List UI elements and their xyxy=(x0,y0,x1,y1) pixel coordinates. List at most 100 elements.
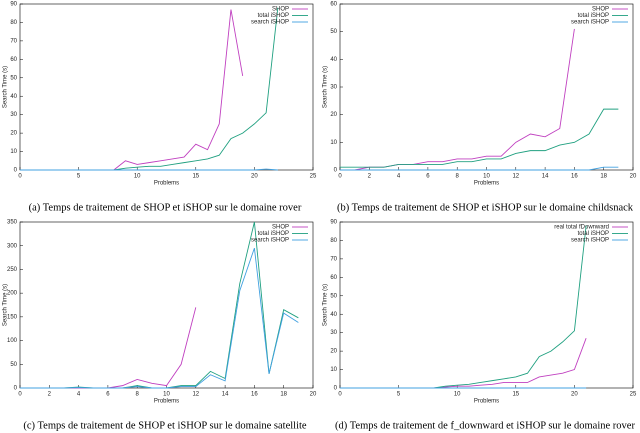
y-tick-label: 30 xyxy=(10,112,17,118)
x-tick-label: 8 xyxy=(136,392,140,398)
y-tick-label: 30 xyxy=(330,330,337,336)
legend-label: total iSHOP xyxy=(258,13,289,19)
x-tick-label: 10 xyxy=(134,174,141,180)
y-tick-label: 0 xyxy=(14,168,18,174)
x-tick-label: 14 xyxy=(542,174,549,180)
y-tick-label: 70 xyxy=(10,38,17,44)
x-tick-label: 0 xyxy=(338,174,342,180)
series-line xyxy=(20,9,244,171)
series-line xyxy=(20,247,299,389)
y-tick-label: 60 xyxy=(10,57,17,63)
legend-label: search iSHOP xyxy=(251,20,289,26)
x-tick-label: 0 xyxy=(18,392,22,398)
x-tick-label: 20 xyxy=(571,392,578,398)
x-tick-label: 25 xyxy=(310,174,317,180)
y-tick-label: 10 xyxy=(330,140,337,146)
y-tick-label: 200 xyxy=(7,291,18,297)
y-tick-label: 100 xyxy=(7,338,18,344)
y-tick-label: 40 xyxy=(330,57,337,63)
legend-label: total iSHOP xyxy=(578,231,609,237)
x-tick-label: 12 xyxy=(192,392,199,398)
x-tick-label: 10 xyxy=(483,174,490,180)
caption: (c) Temps de traitement de SHOP et iSHOP… xyxy=(23,420,307,431)
x-tick-label: 6 xyxy=(106,392,110,398)
x-tick-label: 2 xyxy=(368,174,372,180)
series-line xyxy=(340,225,587,389)
y-tick-label: 300 xyxy=(7,243,18,249)
series-line xyxy=(340,338,587,389)
y-tick-label: 60 xyxy=(330,2,337,8)
legend-label: search iSHOP xyxy=(571,20,609,26)
x-tick-label: 16 xyxy=(251,392,258,398)
y-axis-label: Search Time (s) xyxy=(3,66,9,108)
legend-label: SHOP xyxy=(272,225,289,231)
series-line xyxy=(340,108,619,168)
y-tick-label: 40 xyxy=(10,94,17,100)
plot-frame xyxy=(339,221,634,389)
x-tick-label: 4 xyxy=(397,174,401,180)
y-tick-label: 0 xyxy=(334,386,338,392)
series-line xyxy=(20,221,299,389)
series-line xyxy=(20,307,197,389)
x-tick-label: 4 xyxy=(77,392,81,398)
series-line xyxy=(340,28,575,171)
y-tick-label: 0 xyxy=(14,386,18,392)
y-tick-label: 250 xyxy=(7,267,18,273)
y-tick-label: 50 xyxy=(10,362,17,368)
x-tick-label: 25 xyxy=(630,392,637,398)
y-tick-label: 20 xyxy=(330,112,337,118)
y-tick-label: 40 xyxy=(330,312,337,318)
x-tick-label: 5 xyxy=(397,392,401,398)
x-tick-label: 5 xyxy=(77,174,81,180)
y-tick-label: 10 xyxy=(330,367,337,373)
y-axis-label: Search Time (s) xyxy=(3,284,9,326)
caption: (a) Temps de traitement de SHOP et iSHOP… xyxy=(29,202,302,213)
y-axis-label: Search Time (s) xyxy=(323,66,329,108)
x-tick-label: 10 xyxy=(163,392,170,398)
y-tick-label: 90 xyxy=(10,2,17,8)
legend-label: real total fDownward xyxy=(554,225,609,231)
caption: (d) Temps de traitement de f_downward et… xyxy=(335,420,635,431)
y-tick-label: 70 xyxy=(330,256,337,262)
x-tick-label: 8 xyxy=(456,174,460,180)
x-tick-label: 0 xyxy=(18,174,22,180)
y-tick-label: 50 xyxy=(330,293,337,299)
x-axis-label: Problems xyxy=(154,399,179,405)
x-tick-label: 16 xyxy=(571,174,578,180)
x-tick-label: 15 xyxy=(192,174,199,180)
x-tick-label: 20 xyxy=(630,174,637,180)
y-tick-label: 50 xyxy=(10,75,17,81)
y-tick-label: 0 xyxy=(334,168,338,174)
legend-label: search iSHOP xyxy=(571,238,609,244)
x-tick-label: 2 xyxy=(48,392,52,398)
x-tick-label: 14 xyxy=(222,392,229,398)
x-tick-label: 15 xyxy=(512,392,519,398)
y-tick-label: 20 xyxy=(330,349,337,355)
y-tick-label: 350 xyxy=(7,220,18,226)
y-axis-label: Search Time (s) xyxy=(323,284,329,326)
y-tick-label: 80 xyxy=(330,238,337,244)
plot-frame xyxy=(339,3,634,171)
x-tick-label: 6 xyxy=(426,174,430,180)
y-tick-label: 150 xyxy=(7,314,18,320)
x-axis-label: Problems xyxy=(474,399,499,405)
x-tick-label: 12 xyxy=(512,174,519,180)
series-line xyxy=(340,166,619,171)
legend-label: search iSHOP xyxy=(251,238,289,244)
x-tick-label: 20 xyxy=(251,174,258,180)
series-line xyxy=(20,7,279,171)
caption: (b) Temps de traitement de SHOP et iSHOP… xyxy=(337,202,634,213)
y-tick-label: 10 xyxy=(10,149,17,155)
y-tick-label: 30 xyxy=(330,85,337,91)
y-tick-label: 80 xyxy=(10,20,17,26)
y-tick-label: 60 xyxy=(330,275,337,281)
legend-label: SHOP xyxy=(592,7,609,13)
plot-frame xyxy=(19,221,314,389)
legend-label: total iSHOP xyxy=(258,231,289,237)
y-tick-label: 20 xyxy=(10,131,17,137)
x-axis-label: Problems xyxy=(474,181,499,187)
x-tick-label: 20 xyxy=(310,392,317,398)
legend-label: SHOP xyxy=(272,7,289,13)
x-tick-label: 18 xyxy=(280,392,287,398)
